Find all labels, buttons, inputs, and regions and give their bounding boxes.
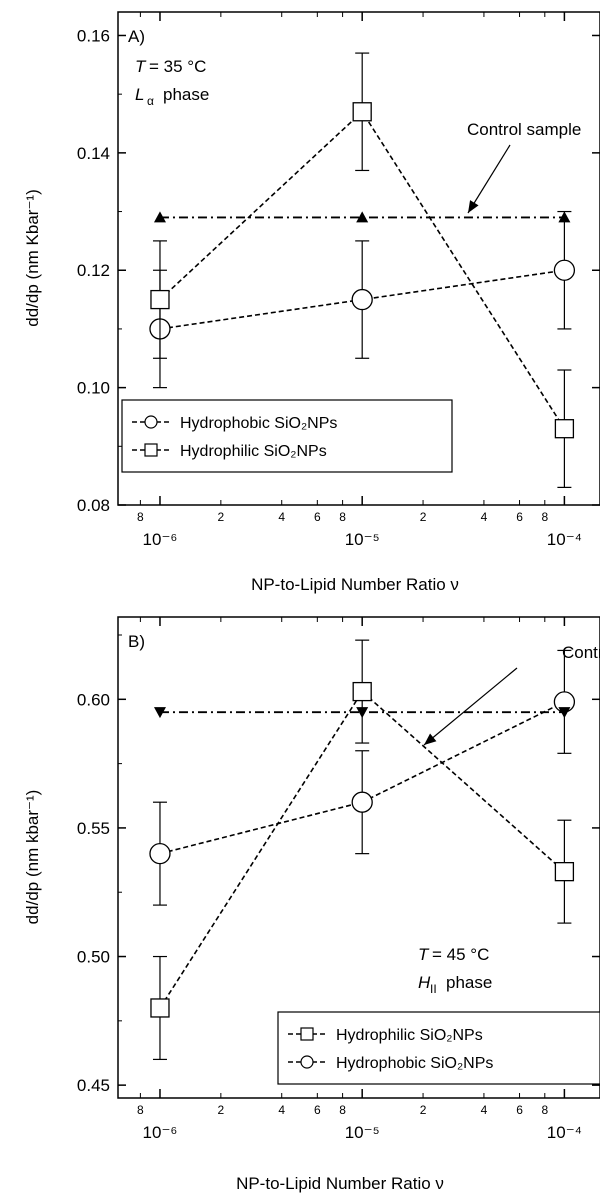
legend-box <box>121 399 453 473</box>
x-minor-tick-label: 8 <box>339 510 346 524</box>
phase-subscript: α <box>147 94 154 108</box>
data-point-triangle <box>356 707 369 719</box>
x-tick-label: 10⁻⁵ <box>345 1123 380 1142</box>
data-point-circle <box>351 288 373 311</box>
data-point-square <box>352 102 372 122</box>
y-tick-label: 0.14 <box>77 144 110 163</box>
control-arrow-line <box>423 667 518 746</box>
data-point-triangle <box>153 211 166 223</box>
data-point-square <box>554 419 575 439</box>
control-arrow-head <box>468 200 479 213</box>
x-minor-tick-label: 6 <box>516 510 523 524</box>
x-minor-tick-label: 8 <box>541 1103 548 1117</box>
x-tick-label: 10⁻⁶ <box>143 530 178 549</box>
y-tick-label: 0.10 <box>77 379 110 398</box>
x-minor-tick-label: 6 <box>314 510 321 524</box>
legend-label: Hydrophilic SiO₂NPs <box>336 1027 483 1044</box>
temperature-value: = 35 °C <box>149 57 206 76</box>
data-point-triangle <box>558 707 571 719</box>
x-minor-tick-label: 8 <box>137 1103 144 1117</box>
control-arrow-line <box>467 144 511 214</box>
data-point-square <box>352 681 372 702</box>
x-minor-tick-label: 4 <box>481 510 488 524</box>
control-sample-label: Control sample <box>467 120 581 139</box>
phase-symbol: L <box>135 85 144 104</box>
phase-word: phase <box>446 973 492 992</box>
y-tick-label: 0.12 <box>77 261 110 280</box>
legend-marker-circle <box>300 1055 314 1069</box>
legend-label: Hydrophobic SiO₂NPs <box>180 415 337 432</box>
phase-word: phase <box>163 85 209 104</box>
y-tick-label: 0.16 <box>77 26 110 45</box>
temperature-symbol: T <box>135 57 147 76</box>
y-axis-title: dd/dp (nm Kbar⁻¹) <box>23 189 42 326</box>
plot-frame <box>117 616 600 1099</box>
control-sample-label: Control sample <box>562 643 600 662</box>
y-tick-label: 0.60 <box>77 690 110 709</box>
control-arrow-head <box>424 733 437 745</box>
phase-subscript: II <box>430 982 437 996</box>
x-tick-label: 10⁻⁴ <box>547 530 582 549</box>
data-point-triangle <box>153 707 166 719</box>
y-tick-label: 0.55 <box>77 819 110 838</box>
series-line <box>159 690 565 1009</box>
x-minor-tick-label: 8 <box>339 1103 346 1117</box>
data-point-square <box>150 289 170 310</box>
panel-label: B) <box>128 632 145 651</box>
x-minor-tick-label: 8 <box>137 510 144 524</box>
y-tick-label: 0.08 <box>77 496 110 515</box>
plot-frame <box>117 11 600 506</box>
x-tick-label: 10⁻⁵ <box>345 530 380 549</box>
y-tick-label: 0.45 <box>77 1076 110 1095</box>
data-point-triangle <box>558 211 571 223</box>
x-minor-tick-label: 6 <box>516 1103 523 1117</box>
data-point-circle <box>351 791 373 813</box>
legend-marker-square <box>300 1027 314 1041</box>
x-minor-tick-label: 4 <box>278 1103 285 1117</box>
x-minor-tick-label: 2 <box>218 510 225 524</box>
x-axis-title: NP-to-Lipid Number Ratio ν <box>236 1174 444 1193</box>
x-minor-tick-label: 2 <box>420 510 427 524</box>
panel-a: 0.08 0.10 0.12 0.14 0.16 10⁻⁶ 10⁻⁵ 10⁻⁴ 8 2 4 6 8 2 4 6… <box>23 11 600 594</box>
data-point-square <box>150 998 170 1018</box>
y-tick-label: 0.50 <box>77 948 110 967</box>
x-tick-label: 10⁻⁶ <box>143 1123 178 1142</box>
data-point-circle <box>553 259 576 281</box>
legend-label: Hydrophobic SiO₂NPs <box>336 1055 493 1072</box>
legend-marker-square <box>144 443 158 457</box>
panel-b: 0.45 0.50 0.55 0.60 10⁻⁶ 10⁻⁵ 10⁻⁴ 8 2 4 6 8 2 4 6 8 NP-… <box>23 616 600 1193</box>
panel-label: A) <box>128 27 145 46</box>
x-minor-tick-label: 8 <box>541 510 548 524</box>
x-minor-tick-label: 2 <box>420 1103 427 1117</box>
legend-label: Hydrophilic SiO₂NPs <box>180 443 327 460</box>
x-minor-tick-label: 4 <box>481 1103 488 1117</box>
data-point-square <box>554 861 575 882</box>
x-axis-title: NP-to-Lipid Number Ratio ν <box>251 575 459 594</box>
legend-marker-circle <box>144 415 158 429</box>
temperature-value: = 45 °C <box>432 945 489 964</box>
x-tick-label: 10⁻⁴ <box>547 1123 582 1142</box>
x-minor-tick-label: 2 <box>218 1103 225 1117</box>
data-point-circle <box>149 842 171 865</box>
temperature-symbol: T <box>418 945 430 964</box>
x-minor-tick-label: 6 <box>314 1103 321 1117</box>
x-minor-tick-label: 4 <box>278 510 285 524</box>
y-axis-title: dd/dp (nm kbar⁻¹) <box>23 790 42 925</box>
phase-symbol: H <box>418 973 431 992</box>
legend-box <box>277 1011 600 1085</box>
data-point-triangle <box>356 211 369 223</box>
